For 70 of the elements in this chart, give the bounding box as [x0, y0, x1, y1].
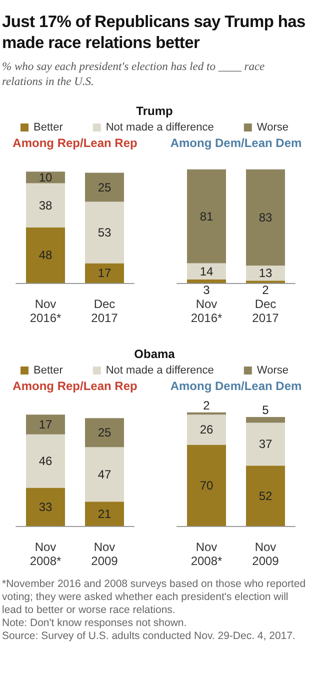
- data-label: 81: [200, 209, 214, 224]
- text: Among Rep/Lean Rep: [12, 379, 138, 393]
- legend-label: Not made a difference: [106, 122, 214, 134]
- source-note: Source: Survey of U.S. adults conducted Nov. 29-Dec. 4, 2017.: [2, 630, 296, 643]
- bar: [85, 418, 124, 448]
- data-label: 25: [98, 426, 112, 440]
- x-tick-label: Nov 2016*: [190, 297, 223, 325]
- legend-title: Obama: [134, 347, 176, 361]
- data-label: 26: [200, 422, 214, 437]
- legend-label: Not made a difference: [106, 364, 214, 376]
- bar: [85, 172, 124, 202]
- text: Among Rep/Lean Rep: [12, 136, 138, 150]
- bar: [85, 263, 124, 283]
- data-label: 21: [98, 506, 112, 521]
- data-label: 2: [203, 398, 210, 412]
- data-label: 17: [98, 266, 112, 280]
- bar: [26, 488, 65, 526]
- bar: [26, 434, 65, 488]
- bar: [85, 202, 124, 264]
- bar: [246, 422, 285, 466]
- text: Among Dem/Lean Dem: [170, 136, 302, 150]
- bar: [187, 169, 226, 264]
- data-label: 13: [258, 266, 272, 280]
- data-label: 37: [258, 437, 272, 452]
- data-label: 46: [38, 454, 52, 468]
- x-tick-label: Nov 2008*: [30, 540, 62, 568]
- data-label: 47: [98, 467, 112, 482]
- chart-subtitle: % who say each president's election has led to ____ race relations in the U.S.: [2, 60, 266, 90]
- legend-label: Better: [34, 122, 64, 134]
- data-label: 33: [38, 500, 52, 514]
- text: *November 2016 and 2008 surveys based on those who reported voting; they were asked whether each president's election will lead to better or worse race relations.: [2, 578, 306, 617]
- bar: [187, 263, 226, 280]
- data-label: 25: [98, 180, 112, 194]
- data-label: 2: [262, 283, 270, 297]
- text: Note: Don't know responses not shown.: [2, 617, 188, 630]
- legend-label: Worse: [256, 364, 288, 376]
- x-tick-label: Dec 2017: [252, 297, 280, 325]
- data-label: 3: [203, 283, 210, 297]
- bar: [246, 266, 285, 281]
- bar: [26, 414, 65, 434]
- legend-label: Worse: [256, 122, 288, 134]
- bar: [187, 444, 226, 526]
- bar: [246, 466, 285, 526]
- bar: [246, 416, 285, 423]
- data-label: 53: [98, 226, 112, 240]
- bar: [85, 447, 124, 502]
- bar: [187, 414, 226, 445]
- text: Among Dem/Lean Dem: [170, 379, 302, 393]
- data-label: 5: [262, 402, 270, 417]
- data-label: 52: [258, 488, 272, 503]
- x-tick-label: Dec 2017: [91, 297, 118, 325]
- x-tick-label: Nov 2009: [252, 540, 280, 568]
- bar: [26, 183, 65, 228]
- x-tick-label: Nov 2009: [91, 540, 118, 568]
- data-label: 83: [258, 210, 272, 224]
- x-tick-label: Nov 2008*: [190, 540, 223, 568]
- x-tick-label: Nov 2016*: [30, 297, 62, 325]
- data-label: 14: [200, 264, 214, 278]
- bar: [26, 227, 65, 283]
- bar: [246, 169, 285, 266]
- bar: [85, 502, 124, 526]
- data-label: 17: [38, 418, 52, 432]
- data-label: 38: [38, 198, 52, 212]
- data-label: 10: [38, 170, 52, 184]
- bar: [187, 280, 226, 283]
- data-label: 48: [38, 248, 52, 262]
- legend-title: Trump: [136, 104, 173, 118]
- chart-title: Just 17% of Republicans say Trump has made race relations better: [2, 12, 306, 54]
- legend-label: Better: [34, 364, 64, 376]
- data-label: 70: [200, 478, 214, 492]
